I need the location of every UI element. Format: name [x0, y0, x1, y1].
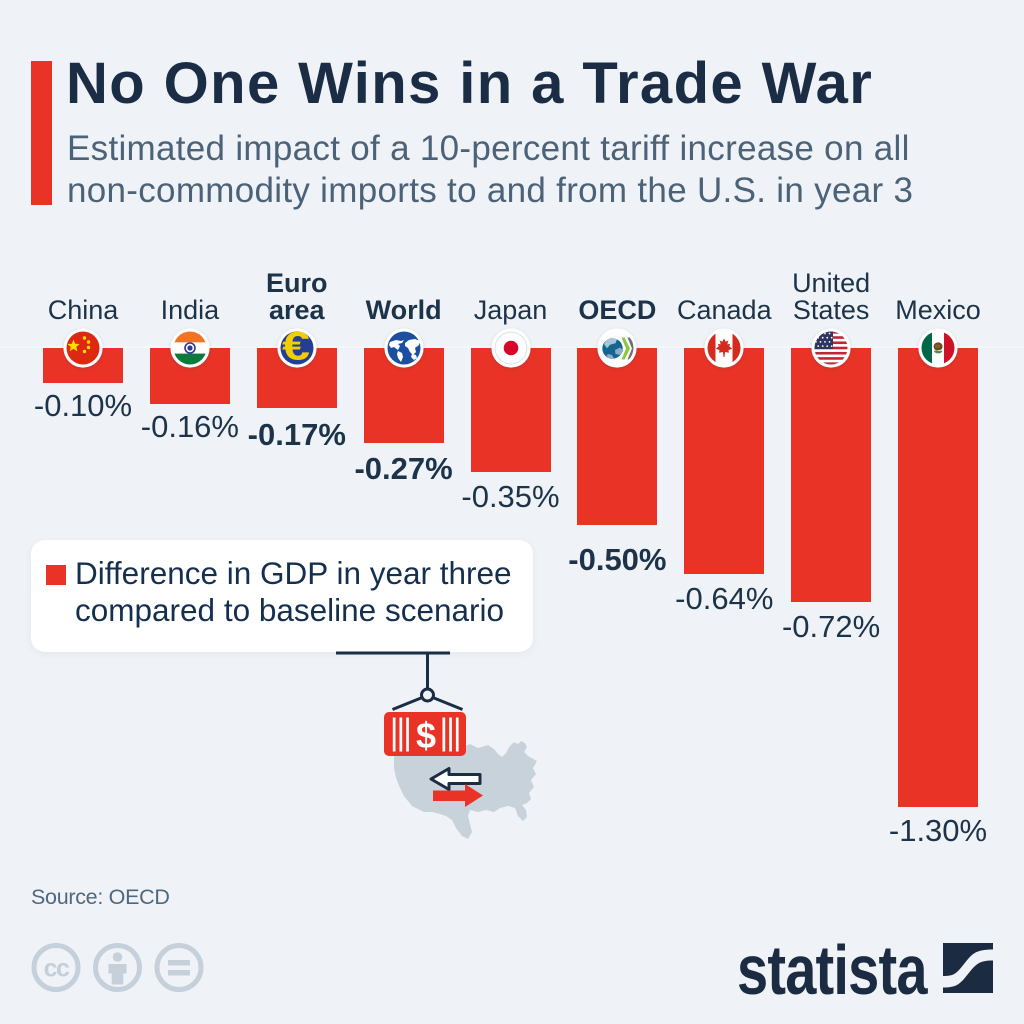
svg-text:$: $ [416, 715, 436, 756]
svg-text:€: € [282, 325, 310, 369]
svg-text:cc: cc [44, 955, 70, 983]
